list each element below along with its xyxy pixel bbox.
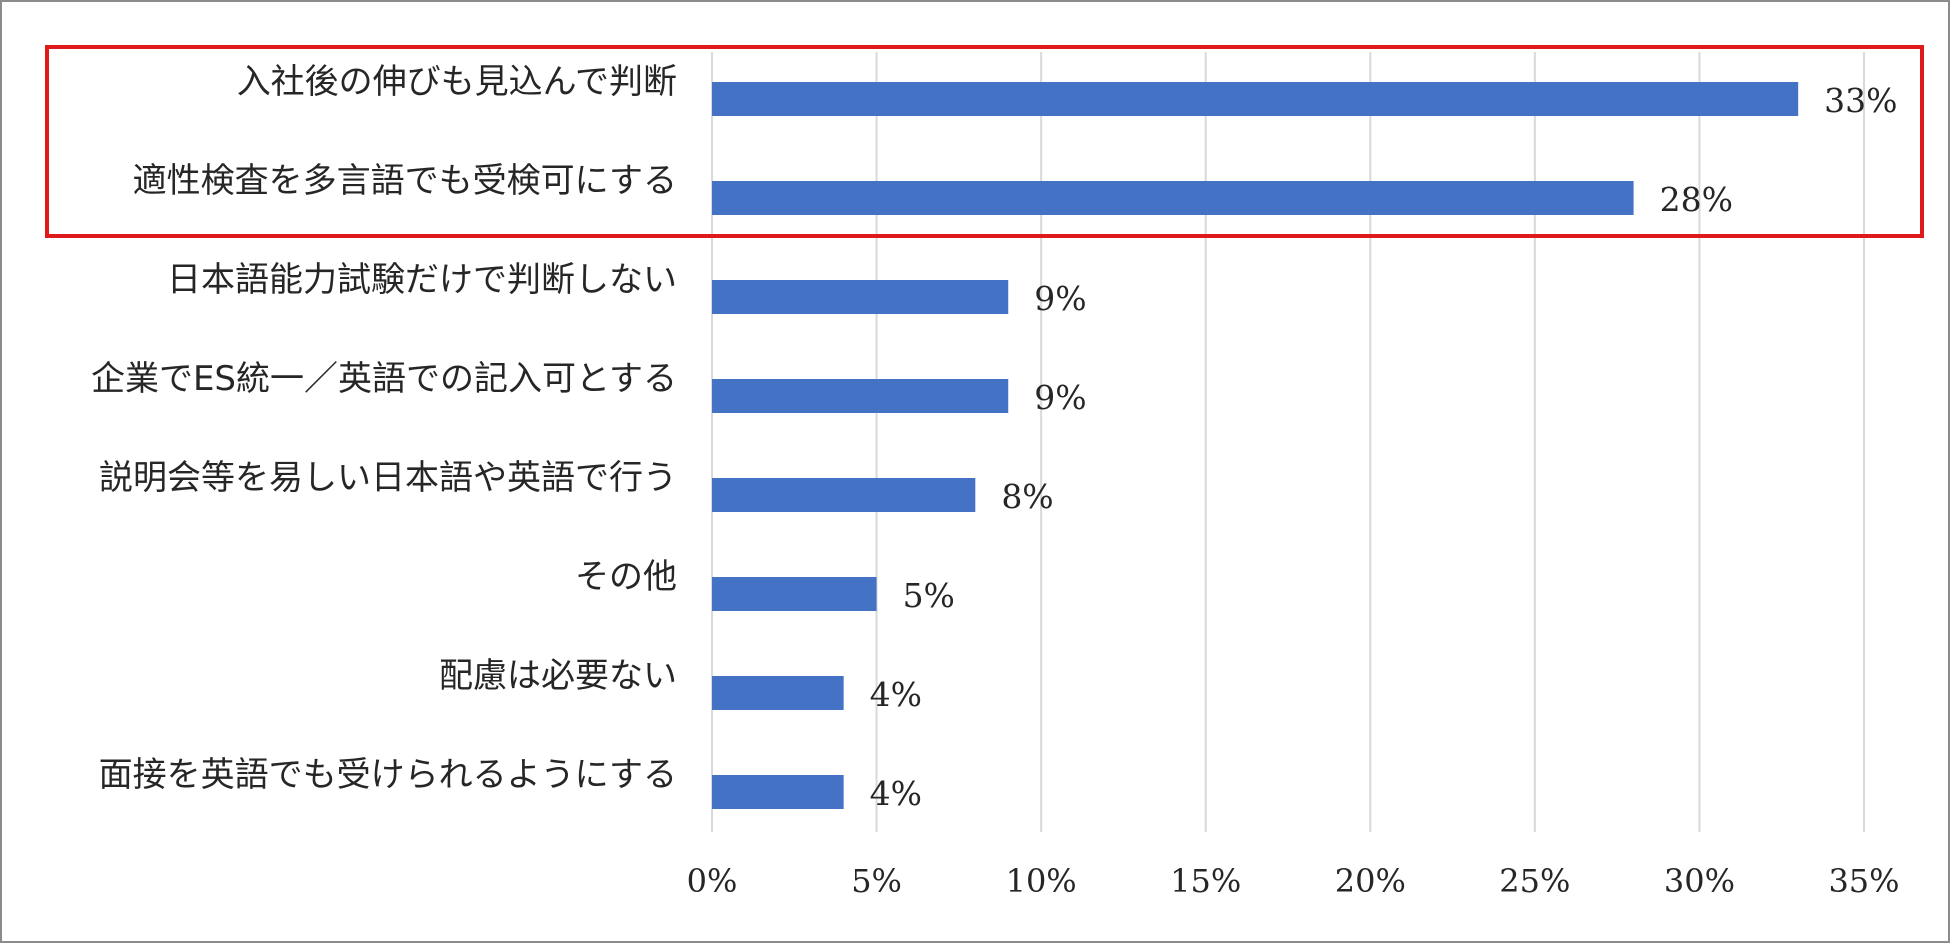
value-labels: 33% 28% 9% 9% 8% 5% 4% 4% <box>870 81 1898 813</box>
category-label: 企業でES統一／英語での記入可とする <box>91 359 677 399</box>
data-label: 5% <box>903 576 955 615</box>
x-tick-label: 25% <box>1499 862 1570 900</box>
bar <box>712 775 844 809</box>
highlight-box <box>45 45 1924 238</box>
x-tick-label: 15% <box>1170 862 1241 900</box>
bar <box>712 280 1009 314</box>
data-label: 9% <box>1034 378 1086 417</box>
x-tick-label: 10% <box>1006 862 1077 900</box>
category-labels: 入社後の伸びも見込んで判断適性検査を多言語でも受検可にする日本語能力試験だけで判… <box>91 62 677 795</box>
bar <box>712 181 1634 215</box>
bar <box>712 82 1799 116</box>
bars <box>712 82 1799 809</box>
bar <box>712 379 1009 413</box>
highlight-box-group <box>45 45 1924 238</box>
x-tick-label: 30% <box>1664 862 1735 900</box>
data-label: 33% <box>1824 81 1897 120</box>
x-tick-label: 0% <box>687 862 738 900</box>
data-label: 4% <box>870 675 922 714</box>
data-label: 4% <box>870 774 922 813</box>
category-label: 説明会等を易しい日本語や英語で行う <box>99 458 677 498</box>
bar <box>712 577 877 611</box>
category-label: その他 <box>575 557 677 597</box>
data-label: 28% <box>1660 180 1733 219</box>
data-label: 8% <box>1001 477 1053 516</box>
category-label: 日本語能力試験だけで判断しない <box>167 260 677 300</box>
category-label: 入社後の伸びも見込んで判断 <box>237 62 677 102</box>
x-tick-label: 35% <box>1828 862 1899 900</box>
category-label: 配慮は必要ない <box>439 656 677 696</box>
category-label: 面接を英語でも受けられるようにする <box>99 755 677 795</box>
x-tick-label: 5% <box>851 862 902 900</box>
bar <box>712 478 976 512</box>
bar <box>712 676 844 710</box>
x-axis-ticks: 0% 5% 10% 15% 20% 25% 30% 35% <box>687 862 1900 900</box>
grid-lines <box>711 52 1865 832</box>
category-label: 適性検査を多言語でも受検可にする <box>133 161 677 201</box>
data-label: 9% <box>1034 279 1086 318</box>
x-tick-label: 20% <box>1335 862 1406 900</box>
